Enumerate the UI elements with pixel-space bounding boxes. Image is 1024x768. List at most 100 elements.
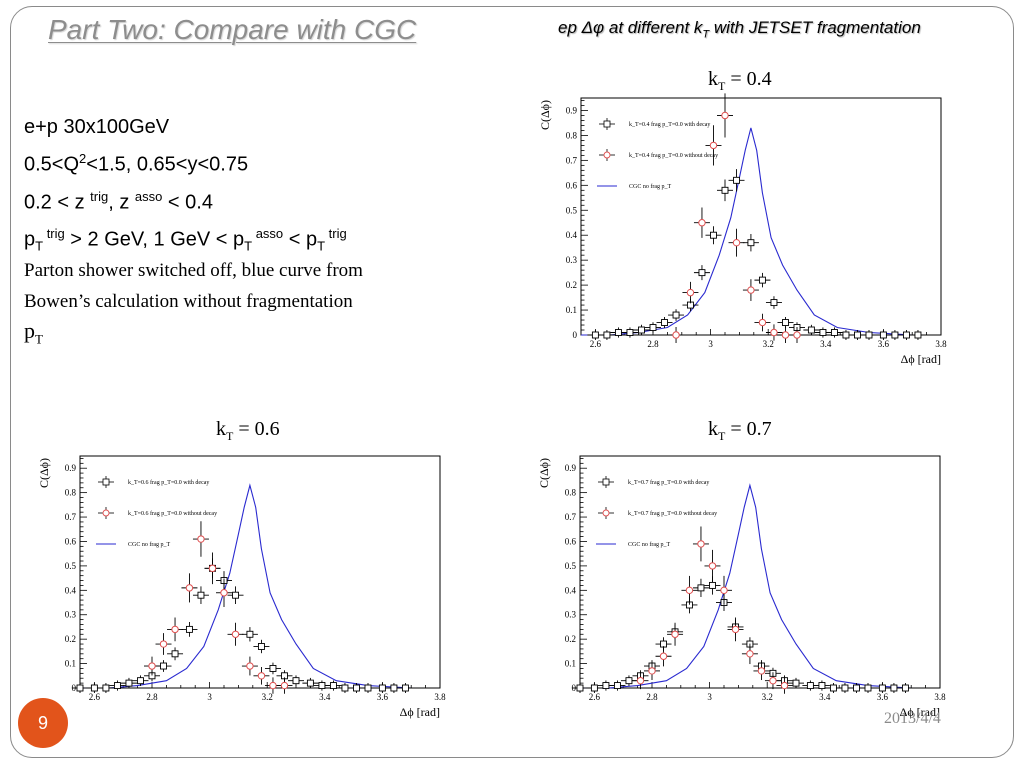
decay-marker [364,684,372,692]
nodecay-point [716,575,732,605]
nodecay-marker [757,667,766,675]
nodecay-point [276,677,293,694]
decay-marker [390,684,398,692]
decay-marker [901,684,909,692]
nodecay-marker [659,652,668,660]
slide-frame [10,6,1014,758]
decay-marker [842,331,850,339]
x-tick-label: 3.2 [262,692,273,702]
nodecay-marker [709,141,718,150]
legend-swatch-circle [102,509,110,517]
nodecay-point [765,324,782,341]
nodecay-point [681,575,698,605]
x-tick-label: 3 [207,692,212,702]
x-tick-label: 3.6 [878,339,890,349]
nodecay-marker [685,586,694,595]
param-pt-p1: p [24,228,36,251]
nodecay-point [253,666,270,685]
param-q2-sup: 2 [79,151,87,166]
subtitle-middle: at different k [604,18,703,37]
decay-point [109,680,126,691]
chart-1-title-val: = 0.4 [725,68,772,90]
note-pt-sub: T [35,331,43,347]
nodecay-marker [781,331,790,339]
param-z-c: < 0.4 [162,191,213,214]
x-tick-label: 2.8 [646,692,658,702]
decay-marker [733,176,740,184]
legend-entry: k_T=0.7 frag p_T=0.0 with decay [598,476,709,488]
y-tick-label: 0.1 [65,659,76,669]
param-pt-sup1: trig [43,226,65,242]
chart-2-title-val: = 0.6 [233,418,280,440]
decay-marker [864,684,872,692]
nodecay-marker [246,662,254,670]
legend-label: k_T=0.4 frag p_T=0.0 without decay [629,152,718,159]
chart-kt-0-7: 2.6 2.8 3 3.2 3.4 3.6 3.800.10.20.30.40.50.60.… [537,455,946,719]
decay-point [192,586,209,604]
x-tick-label: 3.6 [377,692,389,702]
decay-marker [830,329,838,336]
x-tick-label: 3.4 [820,339,832,349]
decay-marker [806,682,814,690]
x-tick-label: 3.8 [935,339,947,349]
decay-marker [329,682,337,690]
decay-marker [626,329,634,336]
decay-point [586,683,603,693]
nodecay-marker [769,676,777,685]
decay-point [693,265,710,281]
decay-point [325,680,342,691]
legend-entry: k_T=0.6 frag p_T=0.0 without decay [98,507,217,519]
chart-1-title-k: k [708,68,718,90]
nodecay-point [693,207,710,238]
nodecay-marker [708,562,717,570]
legend-entry: CGC no frag p_T [596,541,670,548]
nodecay-point [754,313,771,332]
note-line-1: Parton shower switched off, blue curve f… [24,260,363,281]
decay-marker [590,684,598,692]
decay-point [241,627,258,642]
decay-marker [318,682,326,690]
param-pt-b: > 2 GeV, 1 GeV < p [64,228,245,251]
legend-swatch-square [102,478,110,486]
decay-point [656,317,673,329]
slide-subtitle: ep Δφ at different kT with JETSET fragme… [558,18,921,40]
nodecay-marker [185,584,194,592]
decay-point [860,683,876,693]
y-tick-label: 0.9 [566,105,578,115]
chart-1-title-sub: T [718,79,726,93]
decay-point [813,680,830,691]
decay-point [802,680,819,691]
decay-marker [257,643,265,650]
y-axis-label: C(Δϕ) [537,458,551,488]
decay-marker [709,581,716,589]
y-tick-label: 0.5 [566,205,578,215]
y-tick-label: 0.8 [65,488,77,498]
decay-marker [649,324,657,331]
decay-point [668,309,685,321]
decay-point [181,621,198,637]
nodecay-point [241,656,258,676]
x-tick-label: 3.6 [877,692,889,702]
chart-3-title-k: k [708,418,718,440]
decay-marker [807,326,815,334]
y-tick-label: 0.1 [566,305,577,315]
nodecay-marker [220,589,228,597]
x-tick-label: 2.8 [647,339,659,349]
nodecay-point [776,677,793,694]
nodecay-point [728,228,745,257]
nodecay-marker [721,111,729,120]
x-tick-label: 3 [708,339,713,349]
legend-swatch-square [602,478,610,486]
chart-2-title-sub: T [226,429,234,443]
x-tick-label: 2.6 [590,339,602,349]
nodecay-point [192,521,209,557]
decay-point [621,327,638,338]
nodecay-point [167,617,184,642]
param-pt: pT trig > 2 GeV, 1 GeV < pT asso < pT tr… [24,218,347,262]
nodecay-point [741,643,758,665]
decay-point [692,578,709,597]
legend-entry: k_T=0.7 frag p_T=0.0 without decay [598,507,717,519]
subtitle-suffix: with JETSET fragmentation [709,18,921,37]
decay-marker [102,684,110,692]
nodecay-marker [686,288,695,297]
